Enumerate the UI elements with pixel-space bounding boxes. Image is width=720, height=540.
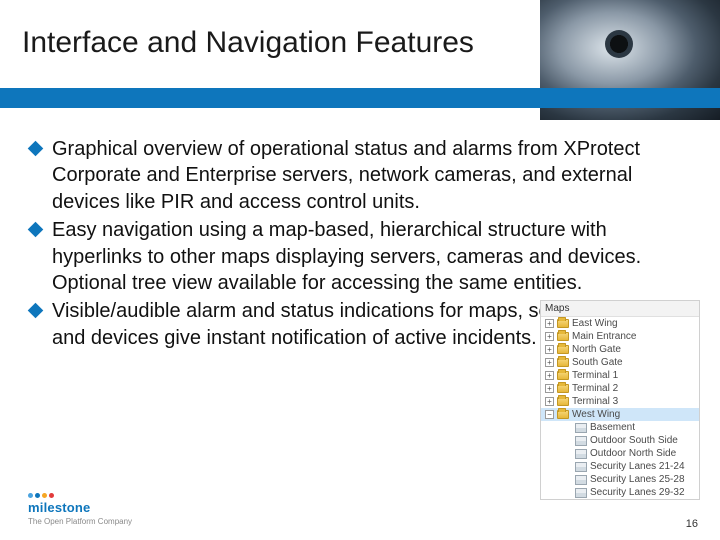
maps-tree-view[interactable]: Maps + East Wing + Main Entrance + North Gate… — [540, 300, 700, 500]
expander-icon[interactable]: + — [545, 319, 554, 328]
tree-item-label: Outdoor North Side — [590, 448, 676, 459]
folder-icon — [557, 371, 569, 380]
tree-item[interactable]: + Terminal 2 — [541, 382, 699, 395]
tree-item-label: Terminal 3 — [572, 396, 618, 407]
slide: Interface and Navigation Features Graphi… — [0, 0, 720, 540]
tree-item[interactable]: Outdoor North Side — [541, 447, 699, 460]
tree-item-label: Basement — [590, 422, 635, 433]
logo-dots — [28, 493, 132, 498]
bullet-2: Easy navigation using a map-based, hiera… — [30, 217, 690, 296]
tree-item-label: Security Lanes 25-28 — [590, 474, 685, 485]
expander-icon[interactable]: + — [545, 371, 554, 380]
expander-icon[interactable]: + — [545, 397, 554, 406]
tree-header: Maps — [541, 301, 699, 317]
expander-icon[interactable]: − — [545, 410, 554, 419]
tree-item[interactable]: Security Lanes 21-24 — [541, 460, 699, 473]
folder-icon — [557, 332, 569, 341]
folder-icon — [557, 410, 569, 419]
tree-item-label: Security Lanes 21-24 — [590, 461, 685, 472]
expander-icon[interactable]: + — [545, 345, 554, 354]
logo-dot — [35, 493, 40, 498]
logo-dot — [42, 493, 47, 498]
tree-item-label: Terminal 2 — [572, 383, 618, 394]
map-icon — [575, 462, 587, 472]
map-icon — [575, 475, 587, 485]
logo-dot — [49, 493, 54, 498]
tree-item[interactable]: + Main Entrance — [541, 330, 699, 343]
folder-icon — [557, 384, 569, 393]
tree-item-label: East Wing — [572, 318, 618, 329]
expander-icon[interactable]: + — [545, 358, 554, 367]
slide-title: Interface and Navigation Features — [22, 26, 474, 60]
map-icon — [575, 449, 587, 459]
tree-item-label: Main Entrance — [572, 331, 636, 342]
tree-item[interactable]: + South Gate — [541, 356, 699, 369]
tree-item[interactable]: Security Lanes 25-28 — [541, 473, 699, 486]
tree-item[interactable]: − West Wing — [541, 408, 699, 421]
logo-text: milestone — [28, 500, 132, 515]
expander-icon[interactable]: + — [545, 332, 554, 341]
tree-item-label: North Gate — [572, 344, 621, 355]
folder-icon — [557, 319, 569, 328]
expander-icon[interactable]: + — [545, 384, 554, 393]
tree-item-label: Outdoor South Side — [590, 435, 678, 446]
bullet-1: Graphical overview of operational status… — [30, 136, 690, 215]
tree-item-label: West Wing — [572, 409, 620, 420]
bullet-2-text: Easy navigation using a map-based, hiera… — [52, 219, 641, 294]
tree-body: + East Wing + Main Entrance + North Gate + Sout… — [541, 317, 699, 499]
folder-icon — [557, 397, 569, 406]
bullet-1-text: Graphical overview of operational status… — [52, 138, 640, 213]
page-number: 16 — [686, 518, 698, 530]
tree-item[interactable]: + Terminal 1 — [541, 369, 699, 382]
accent-bar — [0, 88, 720, 108]
brand-logo: milestone The Open Platform Company — [28, 493, 132, 526]
tree-item-label: Security Lanes 29-32 — [590, 487, 685, 498]
tree-item[interactable]: Outdoor South Side — [541, 434, 699, 447]
folder-icon — [557, 345, 569, 354]
map-icon — [575, 436, 587, 446]
tree-item-label: South Gate — [572, 357, 623, 368]
tree-item[interactable]: + North Gate — [541, 343, 699, 356]
logo-tagline: The Open Platform Company — [28, 517, 132, 526]
tree-item[interactable]: + Terminal 3 — [541, 395, 699, 408]
folder-icon — [557, 358, 569, 367]
tree-item[interactable]: Security Lanes 29-32 — [541, 486, 699, 499]
tree-item-label: Terminal 1 — [572, 370, 618, 381]
logo-dot — [28, 493, 33, 498]
map-icon — [575, 423, 587, 433]
tree-item[interactable]: Basement — [541, 421, 699, 434]
tree-item[interactable]: + East Wing — [541, 317, 699, 330]
map-icon — [575, 488, 587, 498]
